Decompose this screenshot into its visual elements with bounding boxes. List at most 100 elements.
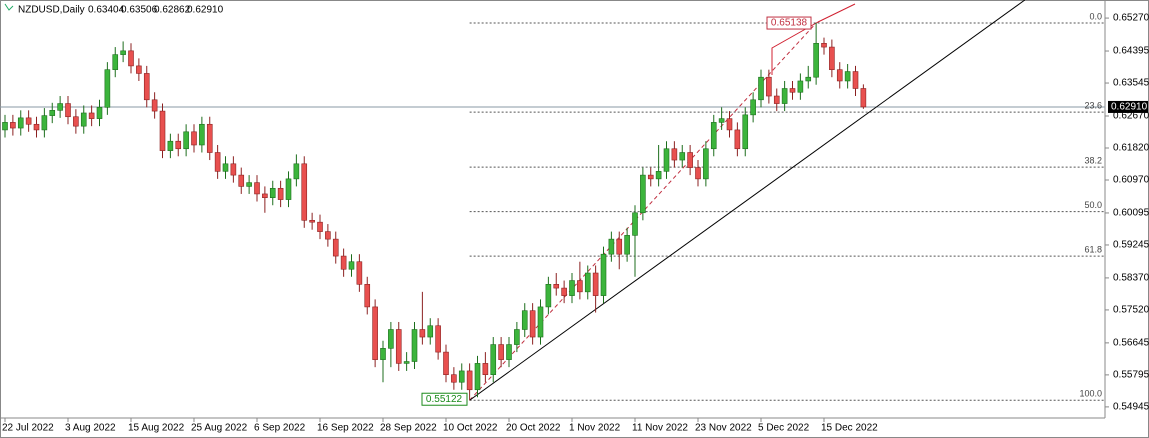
fib-label: 61.8 xyxy=(1084,245,1102,255)
candle-body xyxy=(498,344,504,360)
x-tick-label: 15 Dec 2022 xyxy=(821,423,878,434)
candle-body xyxy=(671,148,678,161)
x-tick-label: 11 Nov 2022 xyxy=(632,423,688,434)
y-tick-label: 0.61820 xyxy=(1113,143,1149,154)
candle-body xyxy=(836,69,843,82)
candle-body xyxy=(655,171,662,180)
candle-body xyxy=(466,370,473,391)
candle-body xyxy=(710,122,717,150)
candle-body xyxy=(427,325,434,338)
fib-label: 100.0 xyxy=(1079,389,1102,399)
candle-body xyxy=(222,163,229,172)
fib-label: 23.6 xyxy=(1084,100,1102,110)
candle-body xyxy=(10,122,16,129)
candle-body xyxy=(718,118,725,123)
candle-body xyxy=(88,112,95,119)
x-tick-label: 6 Sep 2022 xyxy=(254,423,306,434)
candle-body xyxy=(120,50,126,55)
candle-body xyxy=(277,187,284,200)
candle-body xyxy=(490,344,497,375)
candle-body xyxy=(632,212,638,236)
candle-body xyxy=(750,99,756,116)
candle-body xyxy=(521,310,528,330)
candle-body xyxy=(506,344,512,360)
ohlc-high: 0.63506 xyxy=(121,5,158,16)
candle-body xyxy=(57,103,63,111)
price-tag xyxy=(1108,100,1148,113)
candle-body xyxy=(844,71,851,82)
candle-body xyxy=(73,116,79,127)
candle-body xyxy=(474,363,481,391)
candle-body xyxy=(742,114,749,150)
candle-body xyxy=(262,193,268,199)
candle-body xyxy=(545,284,552,308)
candle-body xyxy=(687,152,693,168)
candle-body xyxy=(41,115,48,131)
candle-body xyxy=(395,329,402,364)
candle-body xyxy=(25,117,32,125)
candle-body xyxy=(214,152,221,172)
x-tick-label: 20 Oct 2022 xyxy=(506,423,561,434)
candle-body xyxy=(17,117,24,129)
candle-body xyxy=(577,280,583,293)
y-tick-label: 0.60095 xyxy=(1113,208,1149,219)
candle-body xyxy=(679,152,686,161)
candle-body xyxy=(624,235,630,255)
candle-body xyxy=(199,123,205,146)
candle-body xyxy=(773,95,780,104)
candle-body xyxy=(388,329,394,349)
candle-body xyxy=(758,76,764,101)
candle-body xyxy=(584,272,591,293)
y-tick-label: 0.56645 xyxy=(1113,338,1149,349)
candle-body xyxy=(136,65,142,74)
fib-low-box xyxy=(421,392,468,406)
y-tick-label: 0.55795 xyxy=(1113,370,1149,381)
candle-body xyxy=(246,182,252,187)
candle-body xyxy=(191,131,197,146)
candle-body xyxy=(734,129,741,150)
candle-body xyxy=(2,122,8,131)
candle-body xyxy=(309,219,315,223)
x-tick-label: 23 Nov 2022 xyxy=(695,423,752,434)
candle-body xyxy=(443,351,449,375)
candle-body xyxy=(183,131,189,150)
candle-body xyxy=(647,174,654,180)
candle-body xyxy=(325,231,331,240)
candle-body xyxy=(514,329,520,345)
fib-handle xyxy=(771,3,856,75)
chart-title: NZDUSD,Daily xyxy=(18,5,85,16)
candle-body xyxy=(781,88,788,104)
candle-body xyxy=(33,123,40,131)
x-tick-label: 15 Aug 2022 xyxy=(128,423,185,434)
candle-body xyxy=(695,167,701,180)
candle-body xyxy=(411,329,418,362)
candle-body xyxy=(813,43,819,78)
candle-body xyxy=(797,80,804,93)
fib-low-label: 0.55122 xyxy=(426,394,463,405)
y-tick-label: 0.64395 xyxy=(1113,46,1149,57)
candle-body xyxy=(569,280,575,296)
candle-body xyxy=(293,163,300,180)
candle-body xyxy=(151,99,158,112)
fib-label: 0.0 xyxy=(1089,11,1102,21)
candle-body xyxy=(419,329,426,338)
candle-body xyxy=(254,182,260,195)
y-tick-label: 0.60970 xyxy=(1113,175,1149,186)
candle-body xyxy=(269,187,276,199)
candle-body xyxy=(206,123,213,153)
candle-body xyxy=(356,261,363,285)
fib-high-label: 0.65138 xyxy=(771,18,808,29)
candle-body xyxy=(175,140,182,150)
x-tick-label: 28 Sep 2022 xyxy=(380,423,437,434)
x-tick-label: 16 Sep 2022 xyxy=(317,423,374,434)
fib-label: 50.0 xyxy=(1084,200,1102,210)
candle-body xyxy=(561,287,567,296)
candle-body xyxy=(403,361,410,364)
y-tick-label: 0.57520 xyxy=(1113,305,1149,316)
candle-body xyxy=(238,174,245,187)
candle-body xyxy=(553,284,560,289)
candle-body xyxy=(789,88,796,93)
candle-body xyxy=(112,54,119,70)
